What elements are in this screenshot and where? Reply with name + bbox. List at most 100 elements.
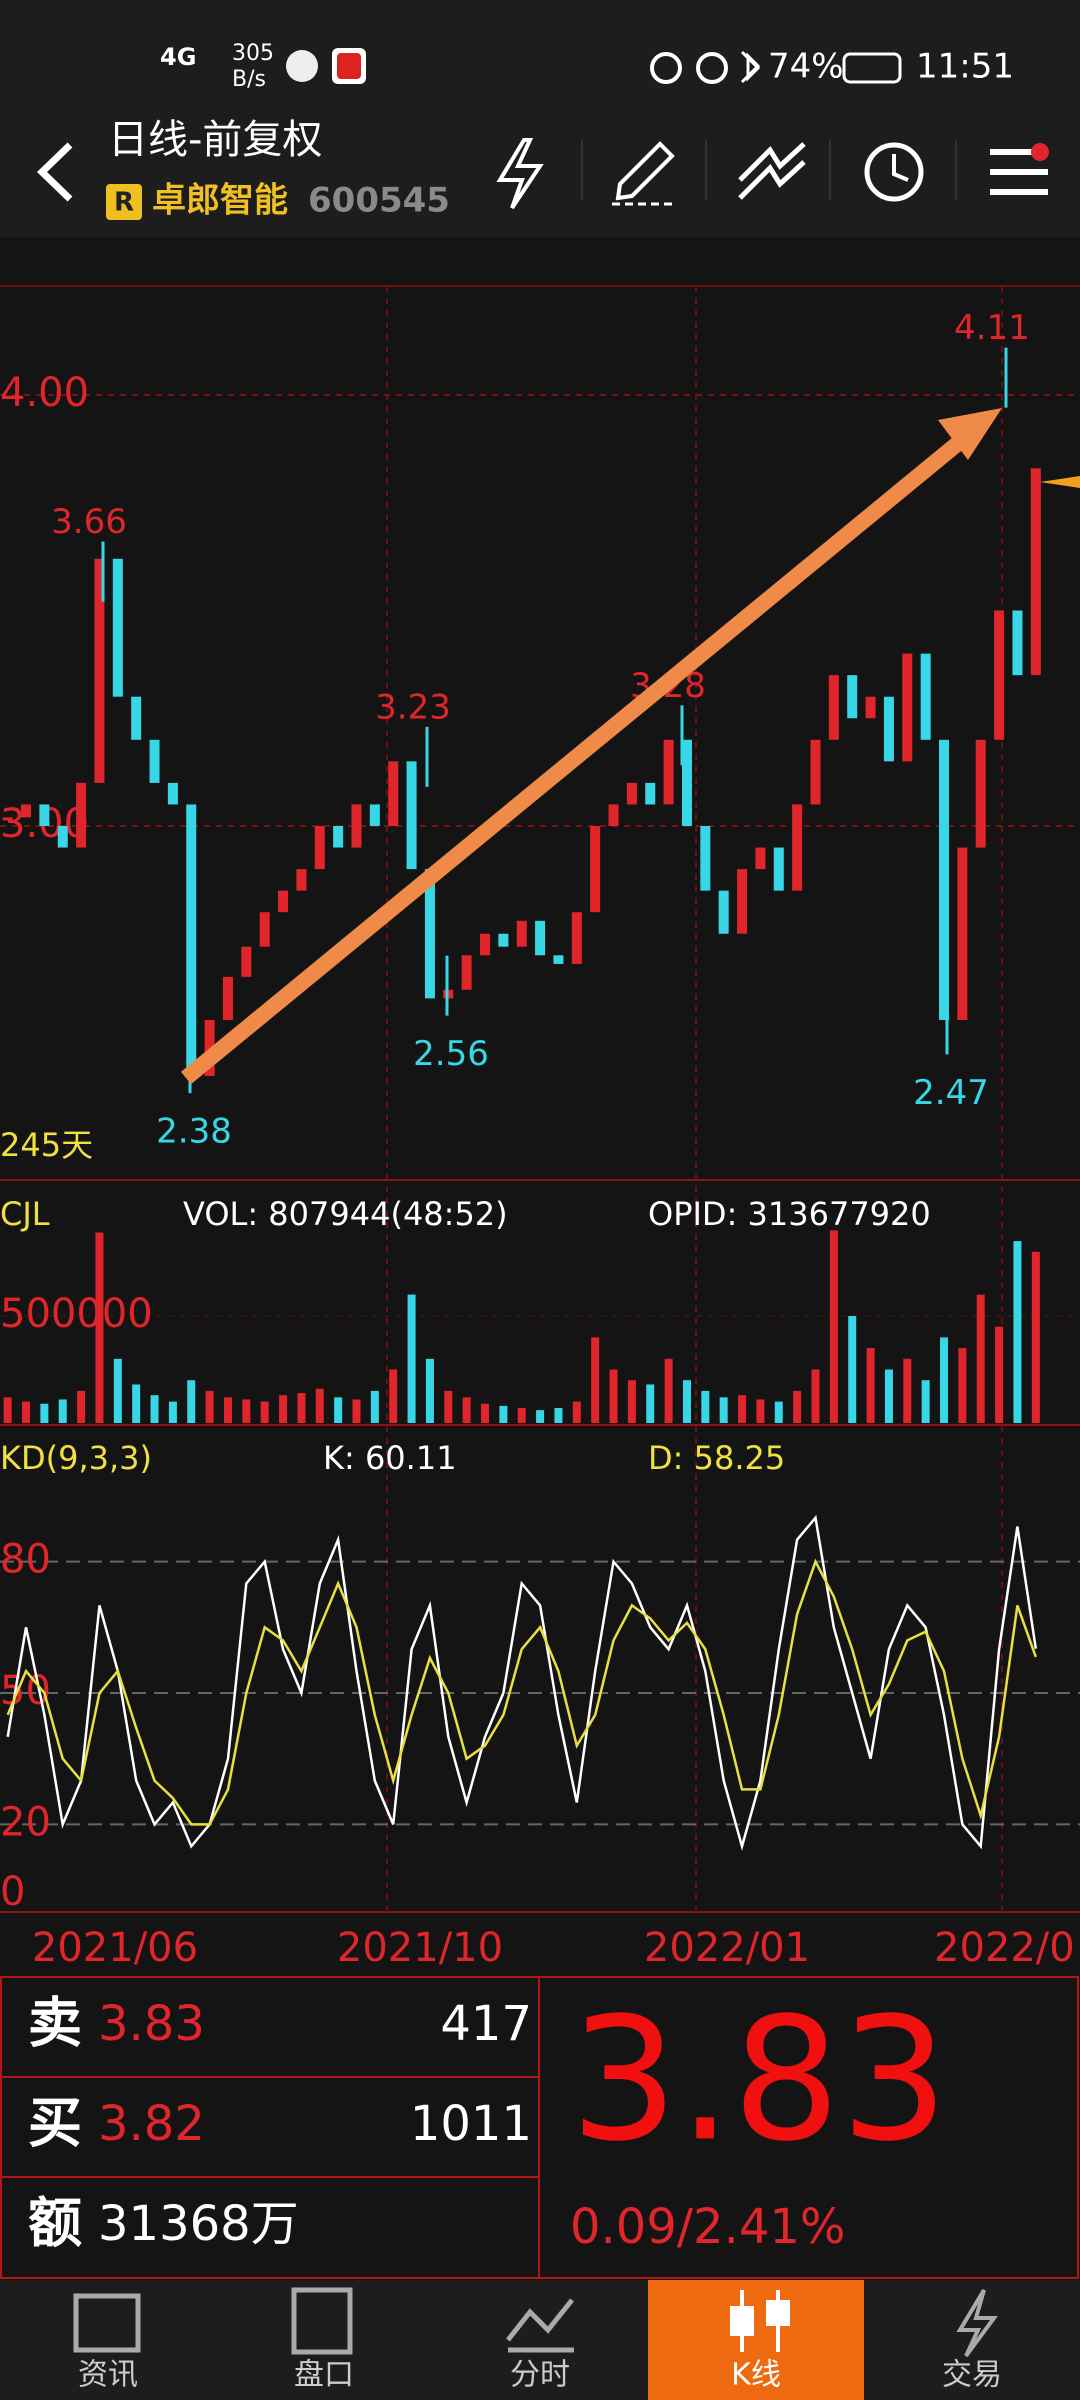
period: 245天 xyxy=(0,1126,93,1164)
date-label: 2022/01 xyxy=(644,1925,810,1971)
volume-bar xyxy=(77,1390,86,1423)
k-value: K: 60.11 xyxy=(323,1439,457,1477)
indicator-button[interactable] xyxy=(738,142,806,200)
volume-bar xyxy=(205,1390,214,1423)
date-label: 2021/06 xyxy=(32,1925,198,1971)
volume-bar xyxy=(517,1408,526,1423)
nav-label[interactable]: 盘口 xyxy=(294,2358,354,2393)
volume-bar xyxy=(664,1358,673,1423)
nav-icon xyxy=(766,2300,790,2326)
volume-bar xyxy=(940,1337,949,1423)
back-button[interactable] xyxy=(36,142,73,202)
volume-bar xyxy=(627,1380,636,1423)
low-label: 2.56 xyxy=(413,1034,489,1074)
high-label: 3.66 xyxy=(51,502,127,542)
y-tick-label: 4.00 xyxy=(0,370,89,416)
speed-unit: B/s xyxy=(232,67,266,92)
d-value: D: 58.25 xyxy=(648,1439,785,1477)
volume-bar xyxy=(315,1388,324,1423)
volume-bar xyxy=(719,1397,728,1423)
nav-bg xyxy=(0,2280,1080,2400)
date-label: 2022/0 xyxy=(934,1925,1075,1971)
candle xyxy=(608,804,619,826)
volume-bar xyxy=(536,1410,545,1423)
candle xyxy=(186,804,197,1076)
volume-bar xyxy=(444,1390,453,1423)
sell-label: 卖 xyxy=(28,1992,82,2055)
candle xyxy=(222,976,233,1020)
draw-button[interactable] xyxy=(615,141,675,201)
volume-bar xyxy=(22,1401,31,1423)
volume-bar xyxy=(187,1380,196,1423)
nav-label[interactable]: 资讯 xyxy=(78,2358,138,2393)
volume-bar xyxy=(481,1403,490,1423)
volume-bar xyxy=(462,1397,471,1423)
buy-qty: 1011 xyxy=(410,2096,532,2152)
alarm-icon xyxy=(696,52,728,84)
nav-label[interactable]: 交易 xyxy=(942,2358,1002,2393)
candle xyxy=(2,817,13,821)
volume-bar xyxy=(554,1408,563,1423)
badge-bg xyxy=(106,184,142,220)
y-tick-label: 80 xyxy=(0,1537,51,1583)
candle xyxy=(204,1019,215,1076)
volume-bar xyxy=(884,1369,893,1423)
flash-button[interactable] xyxy=(496,138,544,210)
volume-bar xyxy=(334,1397,343,1423)
volume-bar xyxy=(499,1405,508,1423)
kd-line xyxy=(6,1514,1038,1851)
candle xyxy=(571,912,582,964)
volume-bar xyxy=(829,1230,838,1423)
kd-line xyxy=(6,1558,1037,1826)
candle xyxy=(259,912,270,947)
time: 11:51 xyxy=(916,47,1014,87)
candle xyxy=(424,869,435,999)
volume-bar xyxy=(260,1401,269,1423)
nav-label[interactable]: 分时 xyxy=(510,2358,570,2393)
price-marker xyxy=(1040,476,1080,488)
nav-icon xyxy=(506,2298,574,2353)
high-label: 4.11 xyxy=(954,308,1030,348)
candle xyxy=(810,739,821,805)
low-label: 2.38 xyxy=(156,1112,232,1152)
candle xyxy=(351,804,362,848)
candle xyxy=(939,739,950,1020)
volume-bar xyxy=(848,1316,857,1423)
candle xyxy=(828,675,839,740)
volume-bar xyxy=(976,1294,985,1423)
candle xyxy=(1012,610,1023,676)
amount-label: 额 xyxy=(28,2192,82,2255)
candle xyxy=(663,739,674,805)
volume-bar xyxy=(370,1390,379,1423)
volume-bar xyxy=(1013,1241,1022,1423)
candle xyxy=(167,782,178,805)
bt-icon xyxy=(740,50,761,84)
volume-bar xyxy=(701,1390,710,1423)
trend-arrow xyxy=(180,433,968,1085)
opid: OPID: 313677920 xyxy=(648,1195,931,1233)
candle xyxy=(149,739,160,783)
volume-bar xyxy=(609,1369,618,1423)
volume-bar xyxy=(921,1380,930,1423)
volume-bar xyxy=(389,1369,398,1423)
vol-title: CJL xyxy=(0,1195,50,1233)
volume-bar xyxy=(774,1401,783,1423)
volume-bar xyxy=(738,1395,747,1423)
candle xyxy=(39,804,50,826)
volume-bar xyxy=(407,1294,416,1423)
buy-label: 买 xyxy=(28,2092,82,2155)
volume-bar xyxy=(223,1397,232,1423)
volume-bar xyxy=(958,1348,967,1423)
time-button[interactable] xyxy=(864,142,924,202)
volume-bar xyxy=(793,1390,802,1423)
nav-label[interactable]: K线 xyxy=(731,2358,781,2393)
sell-qty: 417 xyxy=(440,1996,532,2052)
marks: 3.004.003.663.233.284.112.382.562.475000… xyxy=(0,308,1080,1915)
candle xyxy=(626,782,637,805)
candle xyxy=(131,696,142,740)
candle xyxy=(865,696,876,719)
candle xyxy=(333,826,344,848)
battery: 74% xyxy=(768,47,844,87)
candle xyxy=(535,920,546,956)
